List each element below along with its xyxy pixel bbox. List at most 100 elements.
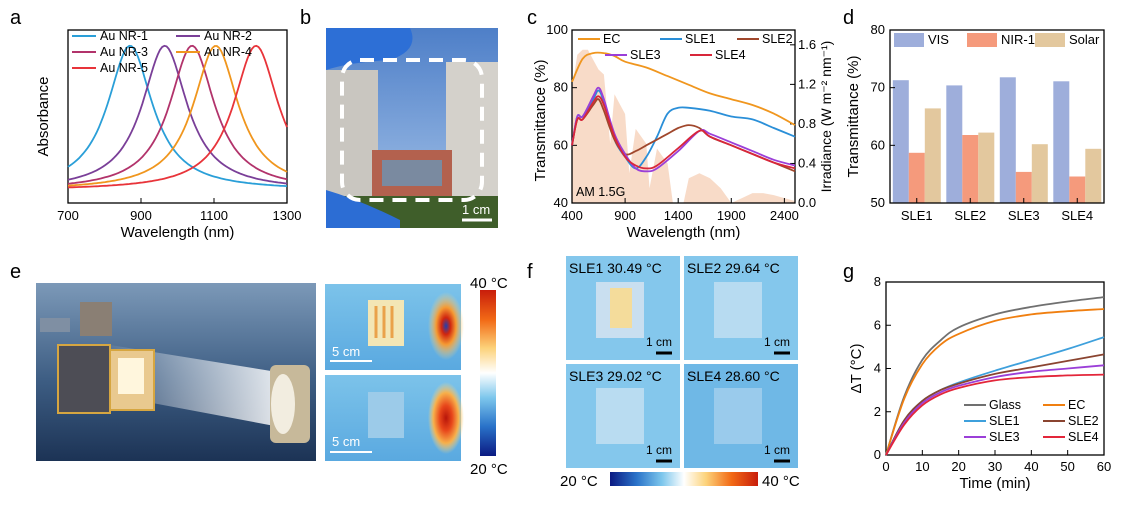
chart-a-xtick-label: 700 [57, 208, 79, 223]
sample-outline [340, 58, 484, 202]
chart-d-legend-label: NIR-1 [1001, 32, 1035, 47]
chart-c-xtick-label: 1400 [664, 208, 693, 223]
chart-a-series-line [67, 44, 288, 187]
chart-g-series-line [885, 296, 1105, 456]
chart-c-ytick-right-label: 0.8 [798, 116, 816, 131]
building-center-windows [382, 160, 442, 186]
building-left [326, 70, 378, 210]
lamp-lens [271, 374, 295, 434]
chart-a-legend-label: Au NR-5 [100, 61, 148, 75]
chart-c-xtick-label: 400 [561, 208, 583, 223]
thermal-sample-fins-top [374, 306, 394, 338]
thermal-tile-sle1-label: SLE1 30.49 °C [569, 260, 662, 276]
chart-g-series-line [885, 373, 1105, 456]
chart-a-ylabel: Absorbance [35, 76, 52, 156]
panel-letter-f: f [527, 261, 533, 283]
chart-g-ytick-label: 0 [874, 447, 881, 462]
chart-g-series-line [885, 308, 1105, 456]
thermal-sample-bottom [368, 392, 404, 438]
chart-d-bar [1031, 144, 1048, 203]
colorbar-min-label: 20 °C [470, 461, 508, 478]
chart-d-ytick-label: 60 [871, 137, 885, 152]
light-beam [110, 345, 296, 430]
chart-g-xtick-label: 40 [1024, 459, 1038, 474]
chart-g-xtick-label: 30 [988, 459, 1002, 474]
chart-g-series-line [885, 364, 1105, 456]
chart-c-xtick-label: 900 [614, 208, 636, 223]
chart-d-legend-label: VIS [928, 32, 949, 47]
chart-a-series-line [67, 44, 288, 185]
chart-a-series-line [67, 45, 288, 187]
chart-d-category-label: SLE2 [954, 208, 986, 223]
chart-d-category-label: SLE1 [901, 208, 933, 223]
chart-d-bar [1053, 81, 1070, 203]
chart-g-xtick-label: 0 [882, 459, 889, 474]
chart-a-legend-label: Au NR-4 [204, 45, 252, 59]
thermo-camera [80, 302, 112, 336]
chart-d-bar [892, 80, 909, 203]
building-right [446, 62, 498, 212]
panel-g-temperature-chart: 0 10 20 30 40 50 60 0 2 4 6 8 Time (min) ΔT (°C) Glass… [848, 274, 1111, 492]
chart-c-legend-label: EC [603, 32, 620, 46]
chart-c-ylabel-right: Irradiance (W m⁻² nm⁻¹) [818, 41, 834, 193]
thermal-hotspot-top [428, 292, 464, 360]
thermal-tile-sle4-sample [714, 388, 762, 444]
chart-a-legend-label: Au NR-2 [204, 29, 252, 43]
chart-a-xtick-label: 1300 [273, 208, 302, 223]
chart-c-series-line [571, 89, 796, 170]
chart-c-legend-label: SLE2 [762, 32, 793, 46]
chart-d-category-label: SLE3 [1008, 208, 1040, 223]
chart-a-frame [67, 29, 288, 204]
thermal-sample-top [368, 300, 404, 346]
colorbar-h-max-label: 40 °C [762, 473, 800, 490]
chart-c-ytick-label: 100 [546, 22, 568, 37]
chart-d-bar [1069, 176, 1086, 203]
chart-d-bar [908, 152, 925, 203]
thermal-tile-sle1-fins [610, 288, 632, 328]
panel-letter-a: a [10, 7, 22, 29]
panel-letter-d: d [843, 7, 854, 29]
chart-c-legend-label: SLE3 [630, 48, 661, 62]
chart-c-legend-label: SLE1 [685, 32, 716, 46]
chart-a-xlabel: Wavelength (nm) [121, 224, 235, 241]
chart-d-ytick-label: 70 [871, 80, 885, 95]
chart-g-ytick-label: 8 [874, 274, 881, 289]
camera-mount [40, 318, 70, 332]
chart-d-ytick-label: 50 [871, 195, 885, 210]
chart-a-legend-label: Au NR-3 [100, 45, 148, 59]
chart-c-xlabel: Wavelength (nm) [627, 224, 741, 241]
chart-g-legend-label: EC [1068, 398, 1085, 412]
chart-d-legend-swatch [1035, 33, 1065, 47]
thermal-tile-sle3-label: SLE3 29.02 °C [569, 368, 662, 384]
chart-a-series-line [67, 44, 288, 185]
colorbar-max-label: 40 °C [470, 275, 508, 292]
thermal-tile-sle4-scale: 1 cm [764, 443, 790, 457]
colorbar-h-min-label: 20 °C [560, 473, 598, 490]
thermal-tile-sle3-scale: 1 cm [646, 443, 672, 457]
model-house [57, 344, 111, 414]
chart-c-legend-label: SLE4 [715, 48, 746, 62]
chart-d-legend-swatch [894, 33, 924, 47]
thermal-hotspot-bottom [428, 382, 464, 454]
chart-g-xlabel: Time (min) [959, 475, 1030, 492]
chart-g-ytick-label: 4 [874, 361, 881, 376]
scale-bar-top-label: 5 cm [332, 344, 360, 359]
panel-letter-g: g [843, 261, 854, 283]
thermal-tile-sle2-label: SLE2 29.64 °C [687, 260, 780, 276]
chart-d-ylabel: Transmittance (%) [845, 56, 862, 178]
colorbar-horizontal [610, 472, 758, 486]
panel-a-absorbance-chart: 700 900 1100 1300 Wavelength (nm) Absorbance A… [35, 29, 301, 241]
chart-d-bar [1085, 148, 1102, 203]
chart-d-ytick-label: 80 [871, 22, 885, 37]
chart-c-ytick-label: 40 [554, 195, 568, 210]
panel-b-window-photo: 1 cm [326, 28, 498, 228]
chart-c-ytick-right-label: 0.4 [798, 155, 816, 170]
chart-a-series-line [67, 44, 288, 189]
chart-a-xtick-label: 900 [130, 208, 152, 223]
colorbar-vertical [480, 290, 496, 456]
chart-g-legend-label: SLE4 [1068, 430, 1099, 444]
chart-d-bar [962, 135, 979, 203]
chart-g-legend-label: SLE2 [1068, 414, 1099, 428]
chart-g-series-line [885, 353, 1105, 456]
chart-d-bar [946, 85, 963, 203]
